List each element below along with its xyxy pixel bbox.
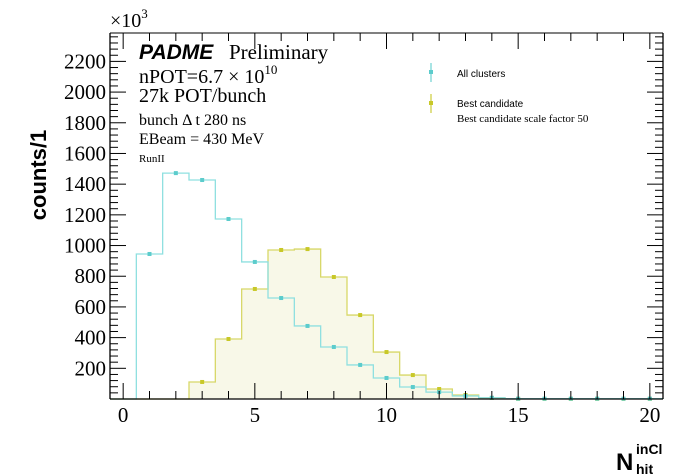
y-tick-label: 200: [75, 356, 107, 380]
x-tick-label: 0: [118, 403, 129, 427]
y-tick-label: 2200: [64, 49, 106, 73]
all-clusters-point: [384, 375, 389, 380]
y-axis-label: counts/1: [26, 130, 51, 220]
legend-note: Best candidate scale factor 50: [457, 113, 589, 125]
best-candidate-point: [279, 247, 284, 252]
legend-marker-all-clusters: [429, 70, 433, 74]
all-clusters-point: [200, 178, 205, 183]
y-tick-label: 1800: [64, 111, 106, 135]
y-tick-label: 1000: [64, 234, 106, 258]
y-tick-label: 600: [75, 295, 107, 319]
best-candidate-point: [200, 379, 205, 384]
all-clusters-point: [279, 296, 284, 301]
y-tick-label: 800: [75, 264, 107, 288]
x-axis-label: N: [616, 449, 633, 476]
legend: All clusters Best candidate Best candida…: [429, 63, 589, 125]
x-tick-label: 10: [376, 403, 397, 427]
x-tick-label: 20: [639, 403, 660, 427]
all-clusters-point: [252, 259, 257, 264]
best-candidate-point: [305, 247, 310, 252]
best-candidate-point: [252, 286, 257, 291]
all-clusters-point: [410, 385, 415, 390]
y-multiplier: ×103: [110, 6, 148, 32]
x-tick-label: 5: [250, 403, 261, 427]
axes: 0 5 10 15 20 200 400 600 800 1000 1200 1400 1600 1800…: [64, 32, 664, 427]
all-clusters-point: [331, 344, 336, 349]
x-axis-label-sup: inCl: [636, 441, 662, 457]
x-axis-label-sub: hit: [636, 461, 653, 476]
pot-bunch-label: 27k POT/bunch: [139, 85, 266, 107]
y-tick-label: 2000: [64, 80, 106, 104]
status-label: Preliminary: [229, 40, 329, 64]
best-candidate-fill: [110, 249, 663, 399]
legend-label-best-candidate: Best candidate: [457, 99, 524, 110]
all-clusters-point: [147, 251, 152, 256]
best-candidate-point: [331, 275, 336, 279]
best-candidate-point: [410, 373, 415, 378]
all-clusters-point: [305, 323, 310, 328]
y-tick-label: 1600: [64, 141, 106, 165]
y-tick-label: 400: [75, 326, 107, 350]
ebeam-label: EBeam = 430 MeV: [139, 131, 264, 148]
run-label: RunII: [139, 153, 165, 165]
bunch-dt-label: bunch Δ t 280 ns: [139, 112, 246, 129]
all-clusters-point: [173, 171, 178, 176]
x-tick-label: 15: [508, 403, 529, 427]
best-candidate-point: [358, 313, 363, 318]
npot-label: nPOT=6.7 × 1010: [139, 62, 277, 88]
experiment-label: PADME: [139, 41, 214, 64]
best-candidate-point: [226, 336, 231, 341]
legend-label-all-clusters: All clusters: [457, 69, 505, 80]
y-tick-label: 1400: [64, 172, 106, 196]
all-clusters-point: [226, 216, 231, 221]
all-clusters-point: [358, 362, 363, 367]
histograms: [110, 171, 664, 401]
legend-marker-best-candidate: [429, 101, 433, 105]
y-tick-label: 1200: [64, 203, 106, 227]
best-candidate-point: [384, 350, 389, 355]
best-candidate-point: [437, 387, 442, 392]
